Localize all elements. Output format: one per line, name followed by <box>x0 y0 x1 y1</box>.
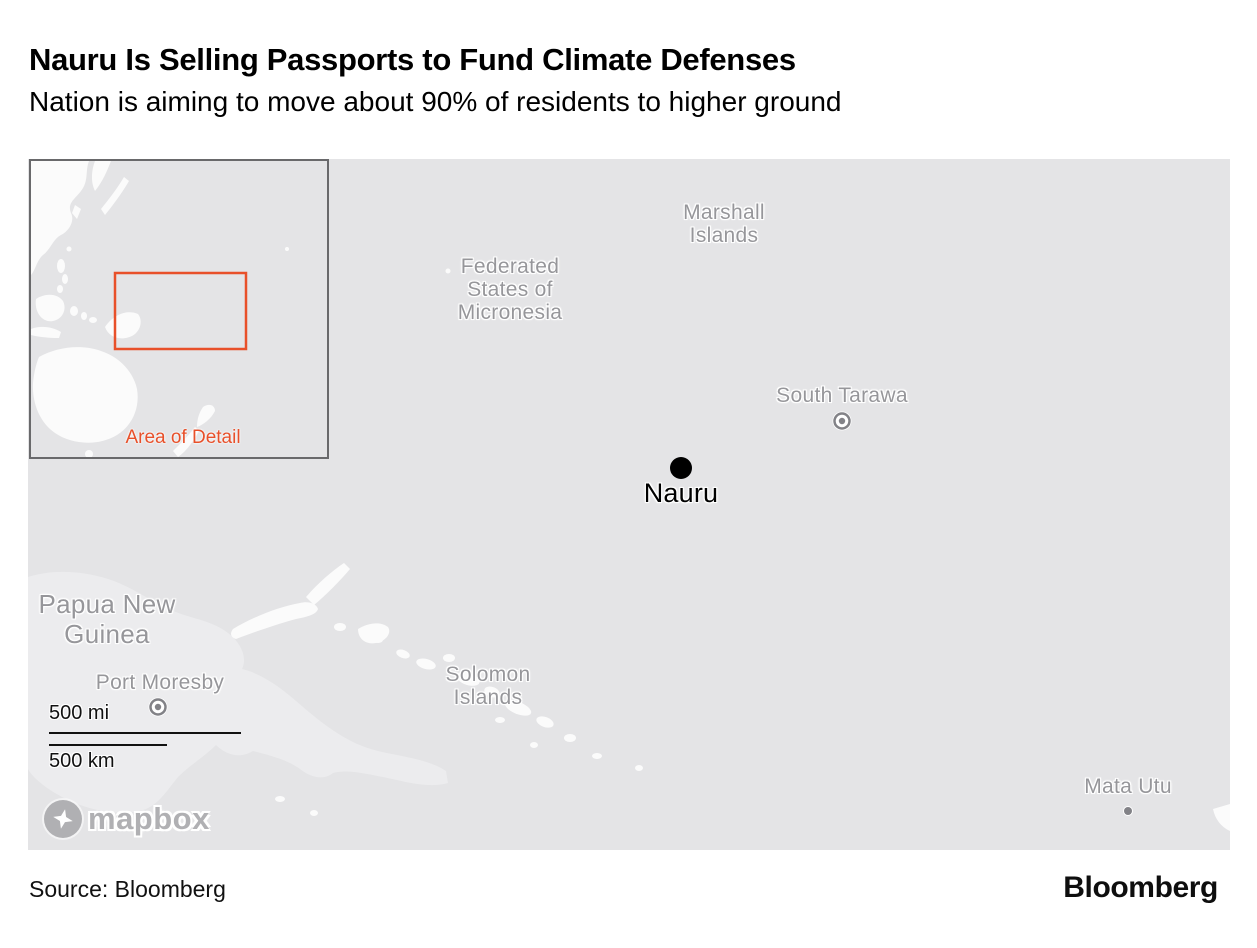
mapbox-star-icon <box>51 807 75 831</box>
new-ireland-island <box>306 563 350 605</box>
new-guinea-landmass <box>28 571 448 813</box>
inset-locator-map: Area of Detail <box>29 159 329 459</box>
sulawesi-island <box>70 306 78 316</box>
label-mata-utu: Mata Utu <box>1084 775 1172 798</box>
south-tarawa-town-marker-icon <box>832 411 852 431</box>
inset-landmass-layer <box>31 161 289 458</box>
tasmania-island <box>85 450 93 458</box>
philippines-island <box>57 259 65 273</box>
label-nauru: Nauru <box>643 478 719 508</box>
small-atoll <box>285 247 289 251</box>
inset-new-guinea <box>105 312 141 339</box>
asia-mainland <box>31 161 89 275</box>
page-subtitle: Nation is aiming to move about 90% of re… <box>29 86 842 117</box>
mapbox-logo-icon <box>44 800 82 838</box>
philippines-island <box>57 285 63 293</box>
label-solomon-islands: Solomon Islands <box>445 663 531 709</box>
bloomberg-logo: Bloomberg <box>1063 871 1218 904</box>
page-title: Nauru Is Selling Passports to Fund Clima… <box>29 42 796 77</box>
nauru-dot-icon <box>670 457 692 479</box>
java-island <box>31 326 61 338</box>
new-britain-island <box>231 602 318 639</box>
scale-bar: 500 mi 500 km <box>49 702 241 773</box>
area-of-detail-rectangle <box>113 271 248 351</box>
label-port-moresby: Port Moresby <box>95 671 225 694</box>
korea-peninsula <box>72 205 81 219</box>
scale-km-label: 500 km <box>49 750 115 772</box>
mapbox-wordmark: mapbox <box>88 801 210 836</box>
label-marshall-islands: Marshall Islands <box>683 201 765 247</box>
solomon-islands-land <box>334 623 643 771</box>
label-papua-new-guinea: Papua New Guinea <box>38 589 176 649</box>
maluku-island <box>81 312 87 320</box>
philippines-island <box>62 274 68 284</box>
japan-islands <box>101 177 129 215</box>
scale-miles-line <box>49 732 241 734</box>
australia-landmass <box>32 347 138 443</box>
micronesia-atolls <box>275 268 451 816</box>
scale-km-line <box>49 744 167 746</box>
maluku-island <box>89 317 97 323</box>
label-south-tarawa: South Tarawa <box>776 384 908 407</box>
mapbox-attribution[interactable]: mapbox <box>44 800 210 838</box>
scale-miles-label: 500 mi <box>49 702 110 724</box>
source-credit: Source: Bloomberg <box>29 876 226 902</box>
port-moresby-town-marker-icon <box>148 697 168 717</box>
taiwan-island <box>66 246 72 252</box>
kamchatka-peninsula <box>91 161 111 191</box>
new-zealand-south <box>173 427 199 457</box>
pacific-map: Marshall Islands Federated States of Mic… <box>28 159 1230 850</box>
new-zealand-north <box>197 404 215 427</box>
borneo-island <box>35 294 65 322</box>
fiji-corner-land <box>1213 804 1230 831</box>
mata-utu-dot-icon <box>1123 806 1133 816</box>
area-of-detail-label: Area of Detail <box>125 427 241 448</box>
landmass-layer <box>28 268 1230 831</box>
label-micronesia: Federated States of Micronesia <box>457 255 563 324</box>
